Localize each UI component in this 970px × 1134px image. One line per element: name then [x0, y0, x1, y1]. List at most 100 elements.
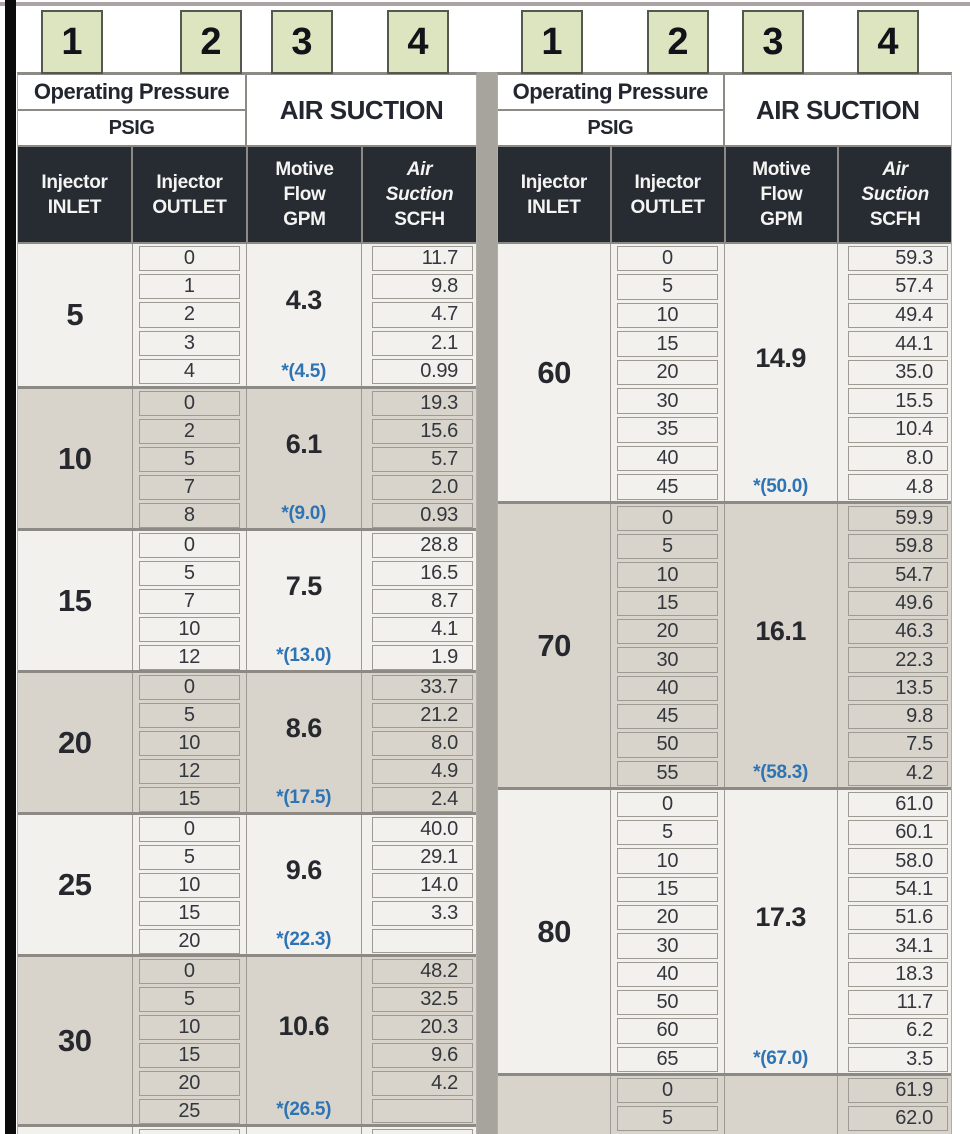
outlet-row: 15 — [133, 785, 247, 813]
scfh-value: 59.8 — [847, 534, 948, 560]
table-body: 60 0 5 10 15 20 30 35 40 45 14.9 *(50.0) 59.3 57.4 49.… — [498, 244, 951, 1134]
motive-flow-cell: 8.6 *(17.5) — [247, 673, 362, 812]
scfh-value: 4.1 — [371, 616, 473, 642]
scfh-value — [371, 1128, 473, 1134]
scfh-value: 4.7 — [371, 302, 473, 328]
outlet-row: 4 — [133, 358, 247, 386]
scfh-value: 10.4 — [847, 417, 948, 443]
column-header-row: Injector INLET Injector OUTLET Motive Flow G… — [18, 145, 476, 244]
max-flow-note: *(17.5) — [276, 786, 332, 808]
scfh-row: 18.3 — [838, 960, 951, 988]
scfh-value: 29.1 — [371, 844, 473, 870]
air-suction-column: 19.3 15.6 5.7 2.0 0.93 — [362, 389, 477, 528]
outlet-value: 25 — [138, 1098, 240, 1124]
scfh-row: 51.6 — [838, 904, 951, 932]
scfh-value: 3.3 — [371, 900, 473, 926]
outlet-value: 15 — [617, 876, 718, 903]
outlet-row: 2 — [133, 417, 247, 445]
motive-flow-cell: 17.3 *(67.0) — [725, 790, 838, 1074]
outlet-value: 12 — [138, 758, 240, 784]
scfh-row: 62.0 — [838, 1104, 951, 1132]
outlet-value: 4 — [138, 359, 240, 385]
outlet-row: 0 — [133, 244, 247, 272]
outlet-value: 8 — [138, 502, 240, 528]
outlet-row: 1 — [133, 272, 247, 300]
outlet-row: 0 — [133, 389, 247, 417]
outlet-value: 45 — [617, 474, 718, 500]
scfh-value: 57.4 — [847, 274, 948, 300]
scfh-value: 16.5 — [371, 560, 473, 586]
scfh-value: 44.1 — [847, 331, 948, 357]
scfh-value: 58.0 — [847, 848, 948, 874]
outlet-value: 35 — [617, 417, 718, 443]
inlet-pressure-value: 80 — [498, 790, 612, 1074]
inlet-pressure-value: 60 — [498, 244, 612, 502]
outlet-row: 30 — [611, 646, 723, 674]
scfh-value: 61.0 — [847, 791, 948, 818]
outlet-value: 45 — [617, 703, 718, 730]
scfh-value: 21.2 — [371, 702, 473, 728]
pressure-group-30: 30 0 5 10 15 20 25 10.6 *(26.5) 48.2 32.5 20.3 9.6 4.… — [18, 954, 477, 1125]
badge-3-left: 3 — [271, 10, 333, 74]
pressure-group-cutoff — [18, 1124, 476, 1134]
outlet-value: 40 — [617, 961, 718, 987]
outlet-row: 7 — [133, 587, 247, 615]
outlet-row: 12 — [133, 643, 247, 671]
inlet-pressure-value — [18, 1127, 133, 1134]
outlet-value: 0 — [617, 505, 718, 532]
outlet-row: 8 — [133, 501, 247, 529]
max-flow-note: *(13.0) — [276, 644, 332, 666]
outlet-row: 0 — [611, 1076, 723, 1104]
outlet-value: 5 — [617, 1105, 718, 1131]
outlet-row: 20 — [133, 927, 247, 955]
scfh-row: 61.9 — [838, 1076, 951, 1104]
outlet-row: 2 — [133, 301, 247, 329]
scfh-row: 32.5 — [362, 985, 477, 1013]
outlet-row: 5 — [133, 445, 247, 473]
table-body: 5 0 1 2 3 4 4.3 *(4.5) 11.7 9.8 4.7 2.1 0.99 10 0 2 5 7 8 6… — [18, 244, 476, 1134]
scfh-row — [362, 927, 477, 954]
outlet-value: 10 — [617, 562, 718, 588]
scfh-value: 40.0 — [371, 816, 473, 842]
outlet-value: 0 — [617, 1077, 718, 1103]
scfh-row: 9.8 — [362, 272, 477, 300]
outlet-row: 10 — [133, 1013, 247, 1041]
air-suction-column: 28.8 16.5 8.7 4.1 1.9 — [362, 531, 477, 670]
scfh-value — [371, 928, 473, 953]
outlet-value: 20 — [138, 928, 240, 954]
outlet-pressure-column: 0 5 10 15 20 30 35 40 45 — [611, 244, 725, 502]
scfh-row: 14.0 — [362, 871, 477, 899]
motive-flow-cell: 9.6 *(22.3) — [247, 815, 362, 954]
scfh-value: 60.1 — [847, 820, 948, 846]
motive-flow-value: 9.6 — [285, 854, 323, 885]
table-header-top: Operating Pressure PSIG AIR SUCTION — [498, 75, 951, 145]
scfh-value: 19.3 — [371, 390, 473, 416]
outlet-row: 5 — [133, 559, 247, 587]
outlet-value: 5 — [138, 844, 240, 870]
scfh-row: 15.5 — [838, 387, 951, 416]
outlet-row: 0 — [133, 815, 247, 843]
outlet-pressure-column: 0 5 7 10 12 — [133, 531, 247, 671]
outlet-row: 0 — [611, 244, 723, 273]
motive-flow-value: 10.6 — [278, 1011, 330, 1041]
inlet-pressure-value: 20 — [18, 673, 133, 812]
motive-flow-cell — [725, 1076, 838, 1134]
scfh-value: 7.5 — [847, 732, 948, 758]
scfh-value: 35.0 — [847, 359, 948, 386]
air-suction-column: 61.0 60.1 58.0 54.1 51.6 34.1 18.3 11.7 6.2 3.5 — [838, 790, 951, 1073]
outlet-row: 20 — [611, 618, 723, 646]
outlet-row: 40 — [611, 960, 723, 988]
operating-pressure-header: Operating Pressure PSIG — [18, 75, 247, 145]
outlet-value: 20 — [138, 1070, 240, 1096]
outlet-row: 5 — [133, 985, 247, 1013]
scfh-row: 20.3 — [362, 1013, 477, 1041]
inlet-pressure-value: 10 — [18, 389, 133, 528]
outlet-value: 0 — [138, 390, 240, 416]
outlet-value: 10 — [138, 872, 240, 898]
psig-label: PSIG — [587, 116, 634, 139]
outlet-value: 2 — [138, 418, 240, 444]
pressure-group-20: 20 0 5 10 12 15 8.6 *(17.5) 33.7 21.2 8.0 4.9 2.4 — [18, 670, 476, 812]
scfh-value: 15.5 — [847, 388, 948, 415]
scfh-value: 34.1 — [847, 933, 948, 959]
